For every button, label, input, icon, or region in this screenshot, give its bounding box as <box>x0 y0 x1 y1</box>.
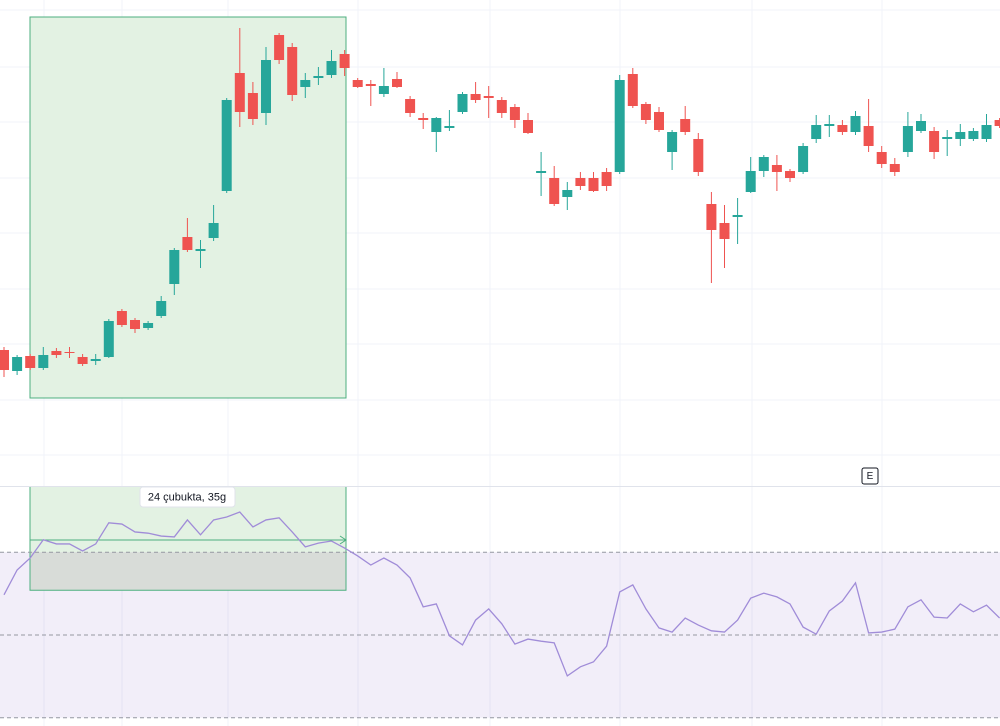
measure-label-box <box>139 486 236 508</box>
candle-body <box>116 311 127 325</box>
measure-box-rsi-overlap <box>30 552 346 591</box>
candle-body <box>745 171 756 192</box>
candle-body <box>483 96 494 98</box>
candle-body <box>850 116 861 132</box>
measure-arrowhead <box>339 535 347 545</box>
candle-body <box>680 119 691 132</box>
candle-body <box>352 80 363 87</box>
candle-body <box>0 350 9 370</box>
candle-body <box>77 357 88 364</box>
candle-body <box>365 84 376 86</box>
candle-body <box>457 94 468 112</box>
candle-body <box>208 223 219 238</box>
candle-body <box>640 104 651 120</box>
price-pane <box>0 28 1000 377</box>
candle-body <box>234 73 245 112</box>
candle-body <box>12 357 23 371</box>
candle-body <box>562 190 573 197</box>
candle-body <box>575 178 586 186</box>
candle-body <box>837 125 848 132</box>
candle-body <box>654 112 664 130</box>
candle-body <box>955 132 966 139</box>
candle-body <box>405 99 416 113</box>
measure-box-edge <box>29 487 347 591</box>
rsi-line <box>3 511 1000 677</box>
candle-body <box>601 172 612 186</box>
candle-body <box>274 35 285 60</box>
candle-body <box>444 126 455 128</box>
candle-body <box>785 171 795 178</box>
candle-body <box>392 79 402 87</box>
candle-body <box>221 100 232 191</box>
candle-body <box>758 157 769 171</box>
candle-body <box>300 80 311 87</box>
candle-body <box>627 74 638 106</box>
candle-body <box>326 61 337 75</box>
candle-body <box>771 165 782 172</box>
candle-body <box>90 359 101 361</box>
candle-body <box>470 94 481 100</box>
candle-body <box>156 301 167 316</box>
event-marker-box[interactable] <box>861 467 879 485</box>
candle-body <box>693 139 704 172</box>
candle-body <box>195 249 206 251</box>
candle-body <box>824 124 835 126</box>
event-marker[interactable]: E <box>867 471 874 482</box>
candle-body <box>431 118 442 132</box>
measure-box <box>29 16 347 399</box>
candle-body <box>902 126 913 152</box>
candle-body <box>130 320 140 329</box>
candle-body <box>588 178 599 191</box>
candle-body <box>929 131 940 152</box>
candle-body <box>496 100 507 113</box>
candle-body <box>732 215 743 217</box>
candle-body <box>64 352 75 353</box>
candle-body <box>51 351 62 355</box>
candle-body <box>378 86 389 94</box>
candle-body <box>549 178 560 204</box>
candle-body <box>313 76 324 78</box>
candle-body <box>143 323 154 328</box>
candle-body <box>103 321 114 357</box>
candle-body <box>339 54 350 68</box>
candle-body <box>287 47 298 95</box>
candle-body <box>261 60 271 113</box>
candle-body <box>981 125 992 139</box>
candle-body <box>169 250 180 284</box>
measure-label: 24 çubukta, 35g <box>148 491 226 503</box>
candle-body <box>667 132 678 152</box>
candle-body <box>25 356 36 368</box>
candle-body <box>38 355 49 368</box>
candle-body <box>536 171 547 173</box>
candle-body <box>811 125 822 139</box>
candle-body <box>876 152 887 164</box>
candle-body <box>247 93 258 119</box>
candle-body <box>889 164 900 172</box>
candle-body <box>863 126 874 146</box>
candle-body <box>968 131 979 139</box>
candle-body <box>994 120 1000 126</box>
candle-body <box>706 204 717 230</box>
rsi-pane <box>0 487 1000 719</box>
candle-body <box>719 223 730 239</box>
candle-body <box>418 118 429 120</box>
candle-body <box>798 146 809 172</box>
candle-body <box>509 107 520 120</box>
candle-body <box>942 137 953 139</box>
candle-body <box>523 120 533 133</box>
candle-body <box>916 121 926 131</box>
candle-body <box>182 237 193 250</box>
candle-body <box>614 80 625 172</box>
